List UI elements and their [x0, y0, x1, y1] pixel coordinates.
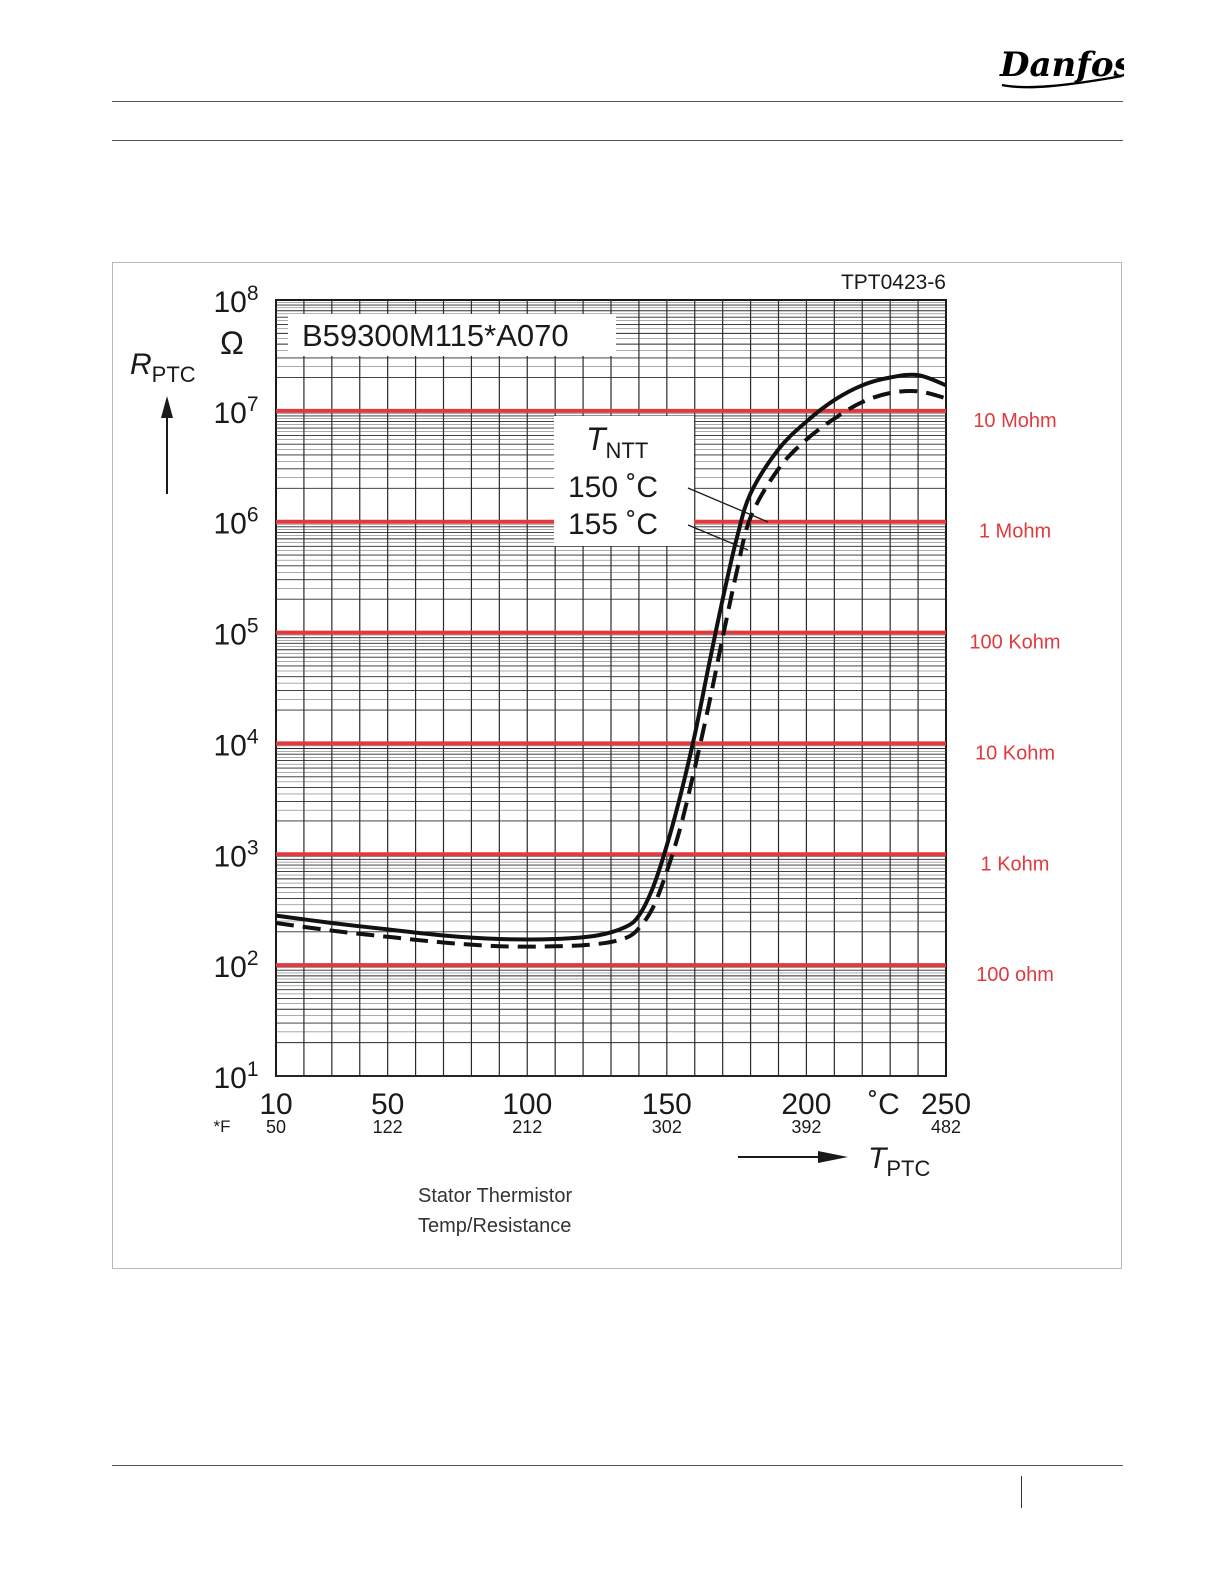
y-axis-arrow-head [161, 396, 173, 418]
header-rule-top [112, 101, 1123, 102]
series-line-150c [275, 372, 947, 942]
reference-label: 100 Kohm [969, 632, 1060, 654]
x-tick-label-celsius: 250 [921, 1088, 971, 1121]
danfoss-logo: Danfoss [999, 45, 1124, 89]
caption-line-2: Temp/Resistance [418, 1215, 571, 1237]
y-unit-label: Ω [220, 325, 244, 361]
x-tick-label-celsius: 50 [371, 1088, 404, 1121]
series-line-155c [275, 388, 947, 949]
x-tick-label-celsius: 100 [502, 1088, 552, 1121]
x-tick-label-fahrenheit: 392 [791, 1117, 821, 1137]
x-tick-label-celsius: 150 [642, 1088, 692, 1121]
reference-label: 1 Kohm [981, 853, 1050, 875]
x-axis-label: TPTC [868, 1142, 930, 1181]
y-tick-label: 107 [213, 393, 258, 430]
legend-leader-155 [687, 524, 749, 551]
reference-label: 100 ohm [976, 964, 1054, 986]
y-tick-label: 108 [213, 282, 258, 319]
drawing-code-label: TPT0423-6 [841, 271, 946, 294]
header-rule-bottom [112, 140, 1123, 141]
y-axis-label: RPTC [130, 348, 196, 387]
x-tick-label-fahrenheit: 122 [373, 1117, 403, 1137]
x-axis-arrow-head [818, 1151, 848, 1163]
figure-frame [112, 262, 1122, 1269]
y-tick-label: 105 [213, 615, 258, 652]
reference-label: 10 Kohm [975, 742, 1055, 764]
reference-label: 1 Mohm [979, 521, 1051, 543]
x-tick-label-celsius: 200 [781, 1088, 831, 1121]
x-unit-celsius: ˚C [868, 1088, 900, 1121]
legend-leader-150 [687, 487, 769, 523]
y-tick-label: 104 [213, 725, 258, 762]
reference-label: 10 Mohm [973, 410, 1056, 432]
x-tick-label-fahrenheit: 482 [931, 1117, 961, 1137]
tick-labels: 1011021031041051061071081050501221002121… [213, 282, 971, 1137]
page-number-separator [1021, 1476, 1022, 1508]
x-tick-label-celsius: 10 [259, 1088, 292, 1121]
legend-entry-150: 150 ˚C [568, 471, 658, 504]
reference-lines: 10 Mohm 1 Mohm 100 Kohm 10 Kohm 1 Kohm 100 oh… [276, 408, 1061, 986]
y-tick-label: 106 [213, 504, 258, 541]
y-tick-label: 101 [213, 1058, 258, 1095]
x-tick-label-fahrenheit: 50 [266, 1117, 286, 1137]
legend-entry-155: 155 ˚C [568, 508, 658, 541]
y-tick-label: 103 [213, 836, 258, 873]
series-layer [275, 372, 947, 949]
x-unit-fahrenheit: *F [214, 1117, 231, 1136]
legend-box [554, 416, 694, 546]
x-tick-label-fahrenheit: 212 [512, 1117, 542, 1137]
part-number-label: B59300M115*A070 [302, 318, 569, 353]
logo-wordmark: Danfoss [999, 45, 1124, 85]
x-tick-label-fahrenheit: 302 [652, 1117, 682, 1137]
part-number-box [288, 314, 616, 356]
legend-title: TNTT [586, 421, 648, 463]
footer-rule [112, 1465, 1123, 1466]
y-tick-label: 102 [213, 947, 258, 984]
caption-line-1: Stator Thermistor [418, 1185, 572, 1207]
